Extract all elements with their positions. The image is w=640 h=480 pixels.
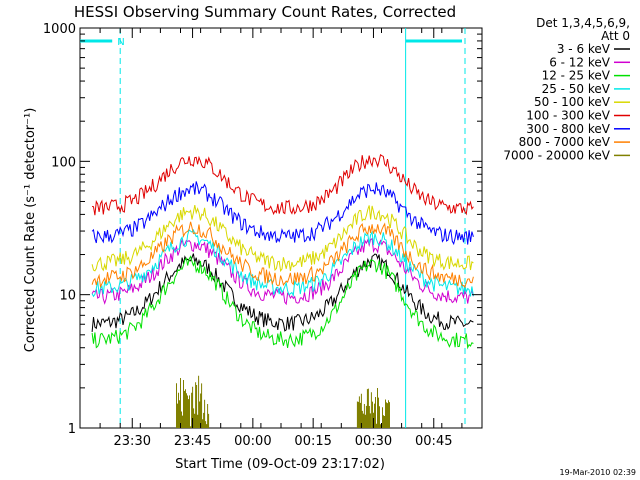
legend-label-2: 12 - 25 keV	[542, 69, 611, 83]
legend-label-3: 25 - 50 keV	[542, 82, 611, 96]
legend-label-8: 7000 - 20000 keV	[503, 148, 610, 162]
y-tick-label: 1000	[43, 22, 76, 37]
series-line-4	[91, 205, 474, 273]
x-axis-label: Start Time (09-Oct-09 23:17:02)	[175, 457, 385, 472]
x-tick-label: 00:15	[294, 434, 331, 449]
y-tick-label: 100	[51, 155, 76, 170]
legend-header-line-1: Det 1,3,4,5,6,9,	[536, 16, 630, 30]
series-line-0	[91, 253, 474, 332]
series-line-3	[91, 228, 474, 298]
legend-label-0: 3 - 6 keV	[557, 42, 611, 56]
series-line-1	[91, 237, 474, 306]
x-tick-label: 23:30	[114, 434, 151, 449]
legend-header-line-2: Att 0	[601, 29, 630, 43]
legend-label-7: 800 - 7000 keV	[519, 135, 611, 149]
x-tick-label: 00:00	[234, 434, 271, 449]
series-line-6	[91, 181, 474, 246]
legend-label-5: 100 - 300 keV	[526, 109, 610, 123]
series-line-2	[91, 255, 474, 350]
y-axis-label: Corrected Count Rate (s⁻¹ detector⁻¹)	[23, 108, 38, 353]
y-tick-label: 10	[59, 289, 76, 304]
legend-label-6: 300 - 800 keV	[526, 122, 610, 136]
series-line-5	[91, 153, 474, 216]
plot-area: N 1 10 100 1000 23:30 23:45 00:00 00:15 00:30 00…	[43, 22, 483, 449]
saa-flag-label: N	[117, 37, 124, 48]
x-tick-label: 23:45	[174, 434, 211, 449]
footer-date: 19-Mar-2010 02:39	[560, 468, 637, 477]
legend-label-1: 6 - 12 keV	[549, 55, 611, 69]
chart-title: HESSI Observing Summary Count Rates, Cor…	[74, 3, 456, 21]
series-line-8	[176, 375, 390, 428]
plot-frame	[79, 27, 483, 429]
legend-label-4: 50 - 100 keV	[534, 95, 611, 109]
series-line-7	[91, 221, 474, 289]
y-tick-label: 1	[68, 422, 76, 437]
x-tick-label: 00:30	[355, 434, 392, 449]
x-tick-label: 00:45	[415, 434, 452, 449]
